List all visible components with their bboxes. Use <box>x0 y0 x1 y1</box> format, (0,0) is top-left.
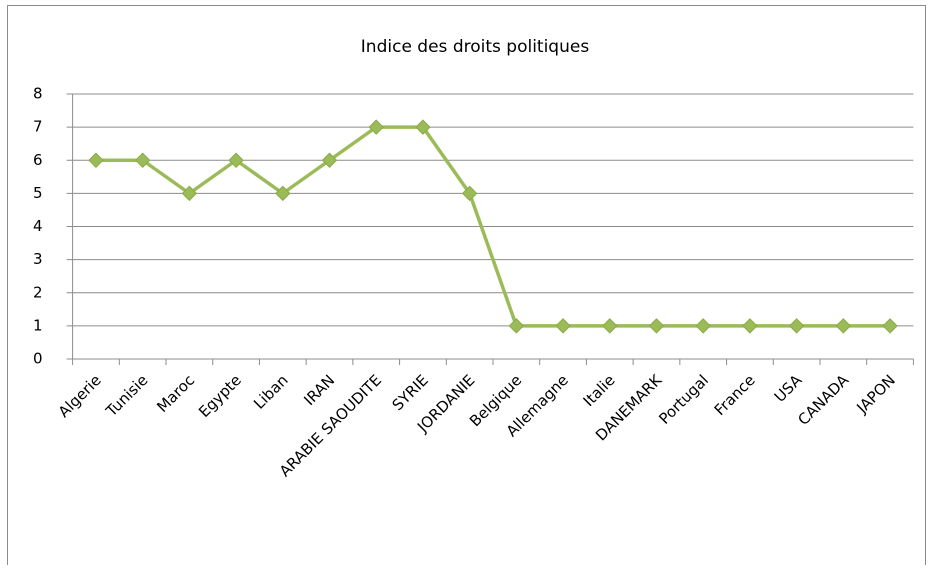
y-tick-label: 3 <box>33 250 43 268</box>
y-tick-label: 6 <box>33 151 43 169</box>
data-line <box>95 125 891 328</box>
y-tick-label: 0 <box>33 350 43 368</box>
chart-frame <box>7 5 926 566</box>
data-marker <box>602 318 618 334</box>
data-marker <box>882 318 898 334</box>
chart-title: Indice des droits politiques <box>361 37 590 57</box>
y-tick-label: 5 <box>33 184 43 202</box>
data-marker <box>368 119 384 135</box>
data-marker <box>508 318 525 334</box>
data-marker <box>181 185 198 202</box>
y-tick-label: 2 <box>33 283 43 301</box>
data-marker <box>275 185 291 202</box>
data-marker <box>555 318 571 334</box>
data-marker <box>321 152 338 168</box>
data-marker <box>88 152 104 168</box>
data-marker <box>648 318 665 334</box>
data-marker <box>835 318 852 334</box>
y-tick-label: 8 <box>33 85 43 103</box>
y-tick-label: 4 <box>33 217 43 235</box>
data-marker <box>742 318 758 334</box>
y-tick-label: 7 <box>33 118 43 136</box>
data-marker <box>134 152 151 168</box>
data-marker <box>228 152 244 168</box>
y-tick-label: 1 <box>33 316 43 334</box>
data-marker <box>461 185 478 202</box>
data-marker <box>415 119 431 135</box>
data-marker <box>695 318 711 334</box>
data-marker <box>788 318 805 334</box>
